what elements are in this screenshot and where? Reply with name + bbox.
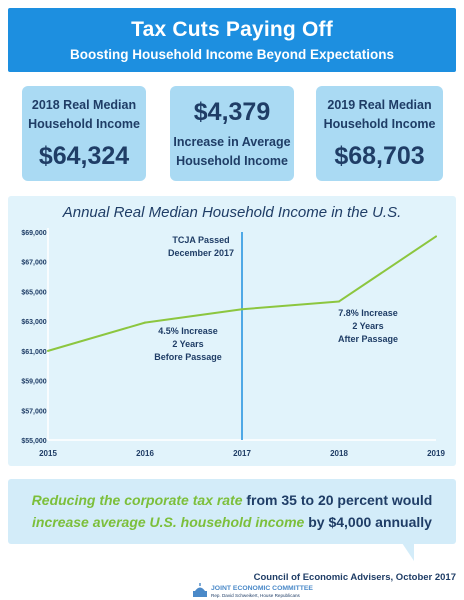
after-annotation: After Passage: [338, 334, 398, 344]
y-tick-label: $67,000: [21, 260, 46, 267]
chart-panel: Annual Real Median Household Income in t…: [8, 196, 456, 466]
before-annotation: 4.5% Increase: [158, 326, 218, 336]
data-point: [435, 235, 437, 238]
capitol-icon: [193, 583, 207, 597]
y-tick-label: $63,000: [21, 319, 46, 326]
stat-label: Increase in Average: [173, 135, 291, 149]
before-annotation: 2 Years: [172, 339, 203, 349]
stat-card-increase: $4,379 Increase in Average Household Inc…: [170, 86, 294, 181]
after-annotation: 2 Years: [352, 321, 383, 331]
stat-value: $68,703: [334, 142, 425, 170]
callout-box: Reducing the corporate tax rate from 35 …: [8, 479, 456, 544]
header-banner: Tax Cuts Paying Off Boosting Household I…: [8, 8, 456, 72]
stat-label: Household Income: [28, 117, 140, 131]
stat-label: 2018 Real Median: [31, 98, 137, 112]
callout-text: from 35 to 20 percent would: [242, 492, 433, 508]
marker-annotation: TCJA Passed: [172, 235, 229, 245]
line-chart: $55,000 $57,000 $59,000 $61,000 $63,000 $65,0…: [21, 228, 445, 458]
x-tick-label: 2018: [330, 449, 348, 458]
y-tick-label: $59,000: [21, 379, 46, 386]
page-subtitle: Boosting Household Income Beyond Expecta…: [69, 47, 395, 62]
y-tick-label: $61,000: [21, 349, 46, 356]
stat-label: 2019 Real Median: [327, 98, 432, 112]
data-point: [47, 349, 49, 352]
series-line-segment: [144, 308, 243, 324]
data-point: [144, 321, 146, 324]
x-tick-label: 2016: [136, 449, 154, 458]
stat-value: $4,379: [193, 98, 271, 126]
jec-logo: JOINT ECONOMIC COMMITTEE Rep. David Schw…: [193, 583, 313, 598]
series-line-segment: [241, 300, 340, 311]
x-tick-label: 2019: [427, 449, 445, 458]
y-tick-label: $65,000: [21, 289, 46, 296]
chart-title: Annual Real Median Household Income in t…: [62, 204, 402, 221]
page-title: Tax Cuts Paying Off: [131, 18, 333, 41]
before-annotation: Before Passage: [154, 352, 222, 362]
x-tick-label: 2015: [39, 449, 57, 458]
y-tick-label: $69,000: [21, 230, 46, 237]
callout-highlight: Reducing the corporate tax rate: [31, 492, 243, 508]
series-line-segment: [47, 321, 146, 352]
y-tick-label: $55,000: [21, 438, 46, 445]
callout-highlight: increase average U.S. household income: [32, 514, 305, 530]
stat-label: Household Income: [176, 154, 288, 168]
x-tick-label: 2017: [233, 449, 251, 458]
y-tick-label: $57,000: [21, 408, 46, 415]
data-point: [338, 300, 340, 303]
source-credit: Council of Economic Advisers, October 20…: [253, 572, 456, 583]
after-annotation: 7.8% Increase: [338, 308, 398, 318]
stat-label: Household Income: [323, 117, 436, 131]
stat-card-2019: 2019 Real Median Household Income $68,70…: [316, 86, 443, 181]
logo-name: JOINT ECONOMIC COMMITTEE: [211, 585, 313, 592]
logo-sub: Rep. David Schweikert, House Republicans: [211, 593, 301, 598]
marker-annotation: December 2017: [168, 248, 234, 258]
data-point: [241, 308, 243, 311]
stat-card-2018: 2018 Real Median Household Income $64,32…: [22, 86, 146, 181]
callout-text: by $4,000 annually: [304, 514, 432, 530]
callout-tail: [402, 543, 414, 561]
series-line-segment: [338, 235, 437, 303]
stat-value: $64,324: [38, 142, 130, 170]
